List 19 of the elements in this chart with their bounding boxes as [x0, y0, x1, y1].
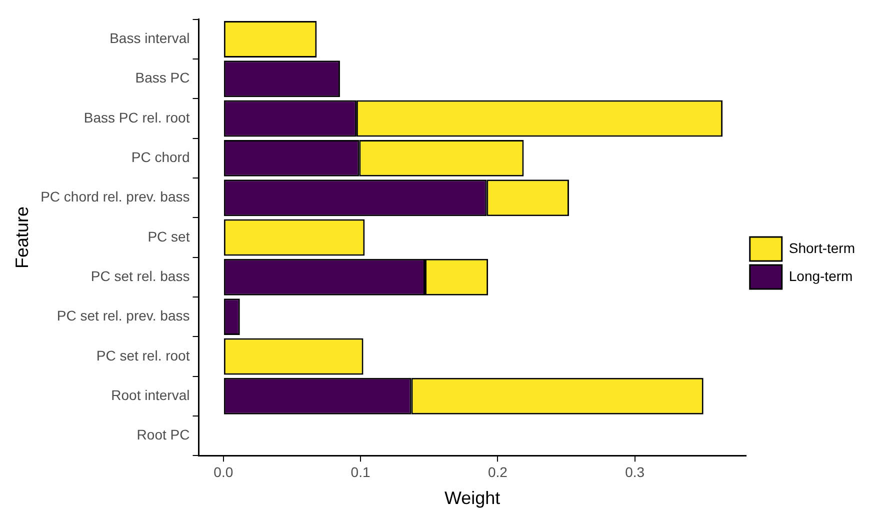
y-tick-label: Bass PC rel. root [84, 109, 190, 126]
y-tick-label: PC chord [131, 149, 190, 166]
y-tick-label: PC set rel. prev. bass [56, 308, 190, 324]
y-tick-label: PC set [148, 228, 190, 244]
x-tick-label: 0.3 [625, 464, 645, 480]
legend-label: Long-term [788, 268, 853, 284]
y-tick-label: PC set rel. bass [90, 268, 190, 284]
y-tick-label: Root interval [111, 386, 190, 403]
y-tick-label: PC chord rel. prev. bass [40, 188, 190, 205]
x-tick-label: 0.1 [350, 464, 370, 480]
y-tick-label: Root PC [136, 426, 190, 443]
y-tick-label: Bass interval [110, 30, 190, 46]
x-tick-label: 0.2 [488, 464, 508, 480]
y-axis-title: Feature [12, 206, 32, 269]
x-tick-label: 0.0 [214, 464, 234, 480]
x-axis-title: Weight [444, 488, 500, 508]
y-tick-label: PC set rel. root [96, 347, 190, 364]
y-tick-label: Bass PC [135, 70, 190, 86]
legend-label: Short-term [788, 240, 855, 256]
